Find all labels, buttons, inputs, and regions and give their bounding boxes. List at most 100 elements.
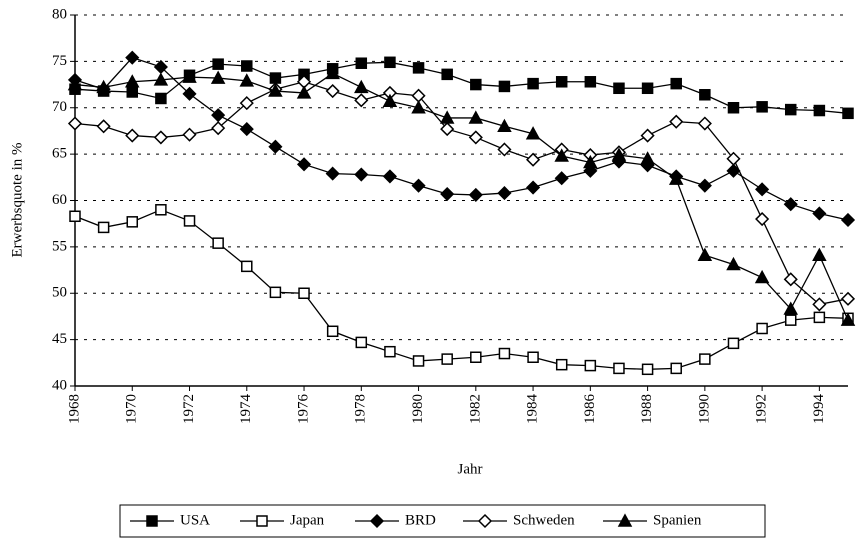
data-point [813, 104, 826, 117]
data-point [210, 70, 226, 84]
data-point [155, 92, 167, 105]
data-point [296, 85, 312, 99]
data-point [325, 83, 340, 99]
data-point [527, 351, 539, 363]
data-point [812, 247, 827, 261]
legend-label: Schweden [513, 512, 575, 528]
data-point [812, 206, 827, 221]
data-point [584, 76, 597, 88]
data-point [355, 336, 368, 349]
data-point [269, 72, 282, 84]
data-point [412, 355, 425, 367]
data-point [641, 363, 654, 376]
data-point [840, 212, 856, 228]
data-point [125, 128, 140, 143]
x-tick-label: 1974 [238, 394, 254, 425]
data-point [239, 122, 254, 137]
data-point [470, 351, 482, 363]
data-point [756, 322, 768, 335]
data-point [670, 362, 682, 375]
data-point [153, 130, 168, 145]
data-point [67, 76, 83, 91]
data-point [727, 102, 740, 114]
data-point [182, 86, 197, 101]
legend-marker [146, 515, 158, 527]
data-point [726, 151, 741, 166]
data-point [126, 216, 139, 228]
series-line [74, 61, 849, 114]
x-tick-label: 1970 [124, 394, 140, 424]
data-point [382, 93, 398, 108]
data-point [69, 210, 81, 223]
x-tick-label: 1982 [467, 394, 483, 424]
data-point [783, 197, 798, 212]
data-point [354, 93, 369, 108]
y-tick-label: 60 [52, 192, 67, 208]
x-tick-label: 1986 [582, 394, 598, 425]
y-tick-label: 50 [52, 285, 67, 301]
data-point [842, 107, 854, 120]
data-point [555, 358, 568, 371]
data-point [669, 114, 684, 129]
data-point [382, 169, 397, 184]
data-point [699, 89, 711, 101]
data-point [96, 79, 111, 94]
data-point [726, 256, 741, 271]
y-tick-label: 40 [52, 377, 67, 393]
x-axis-label: Jahr [458, 461, 483, 477]
y-tick-label: 45 [52, 331, 67, 347]
data-point [470, 78, 482, 91]
data-point [212, 58, 224, 70]
data-point [468, 110, 484, 124]
data-point [526, 152, 541, 167]
data-point [755, 182, 770, 197]
data-point [268, 139, 283, 154]
data-point [726, 163, 741, 178]
data-point [697, 178, 712, 193]
y-tick-label: 75 [52, 53, 67, 69]
data-point [756, 101, 768, 113]
data-point [354, 167, 369, 182]
data-point [441, 68, 453, 81]
data-point [411, 178, 426, 193]
data-point [97, 221, 110, 234]
data-point [182, 69, 197, 83]
y-tick-label: 65 [52, 146, 67, 162]
data-point [554, 171, 569, 186]
data-point [468, 130, 483, 145]
legend-label: USA [180, 512, 210, 528]
data-point [697, 116, 712, 131]
data-point [239, 73, 255, 87]
legend-box [119, 504, 766, 538]
data-point [613, 362, 625, 375]
data-point [641, 82, 654, 95]
series-line [74, 81, 849, 306]
data-point [67, 116, 83, 131]
data-point [584, 359, 597, 372]
data-point [211, 108, 226, 123]
data-point [611, 147, 627, 161]
x-tick-label: 1992 [754, 394, 770, 424]
data-point [555, 76, 568, 88]
data-point [783, 272, 798, 287]
data-point [497, 142, 512, 157]
data-point [325, 166, 340, 181]
data-point [155, 204, 167, 216]
data-point [325, 65, 340, 80]
data-point [384, 345, 396, 358]
data-point [640, 151, 655, 165]
data-point [812, 297, 827, 312]
data-point [754, 269, 770, 284]
data-point [498, 347, 511, 360]
data-point [525, 126, 541, 140]
data-point [670, 77, 682, 90]
data-point [439, 110, 455, 124]
data-point [268, 83, 283, 97]
data-point [183, 215, 196, 227]
legend-marker [256, 515, 268, 527]
data-point [526, 180, 541, 195]
data-point [212, 237, 224, 249]
series-line [74, 72, 849, 321]
data-point [583, 154, 598, 169]
data-point [497, 186, 512, 201]
